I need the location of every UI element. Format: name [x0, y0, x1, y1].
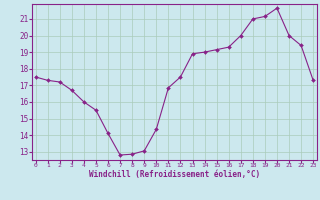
X-axis label: Windchill (Refroidissement éolien,°C): Windchill (Refroidissement éolien,°C) [89, 170, 260, 179]
